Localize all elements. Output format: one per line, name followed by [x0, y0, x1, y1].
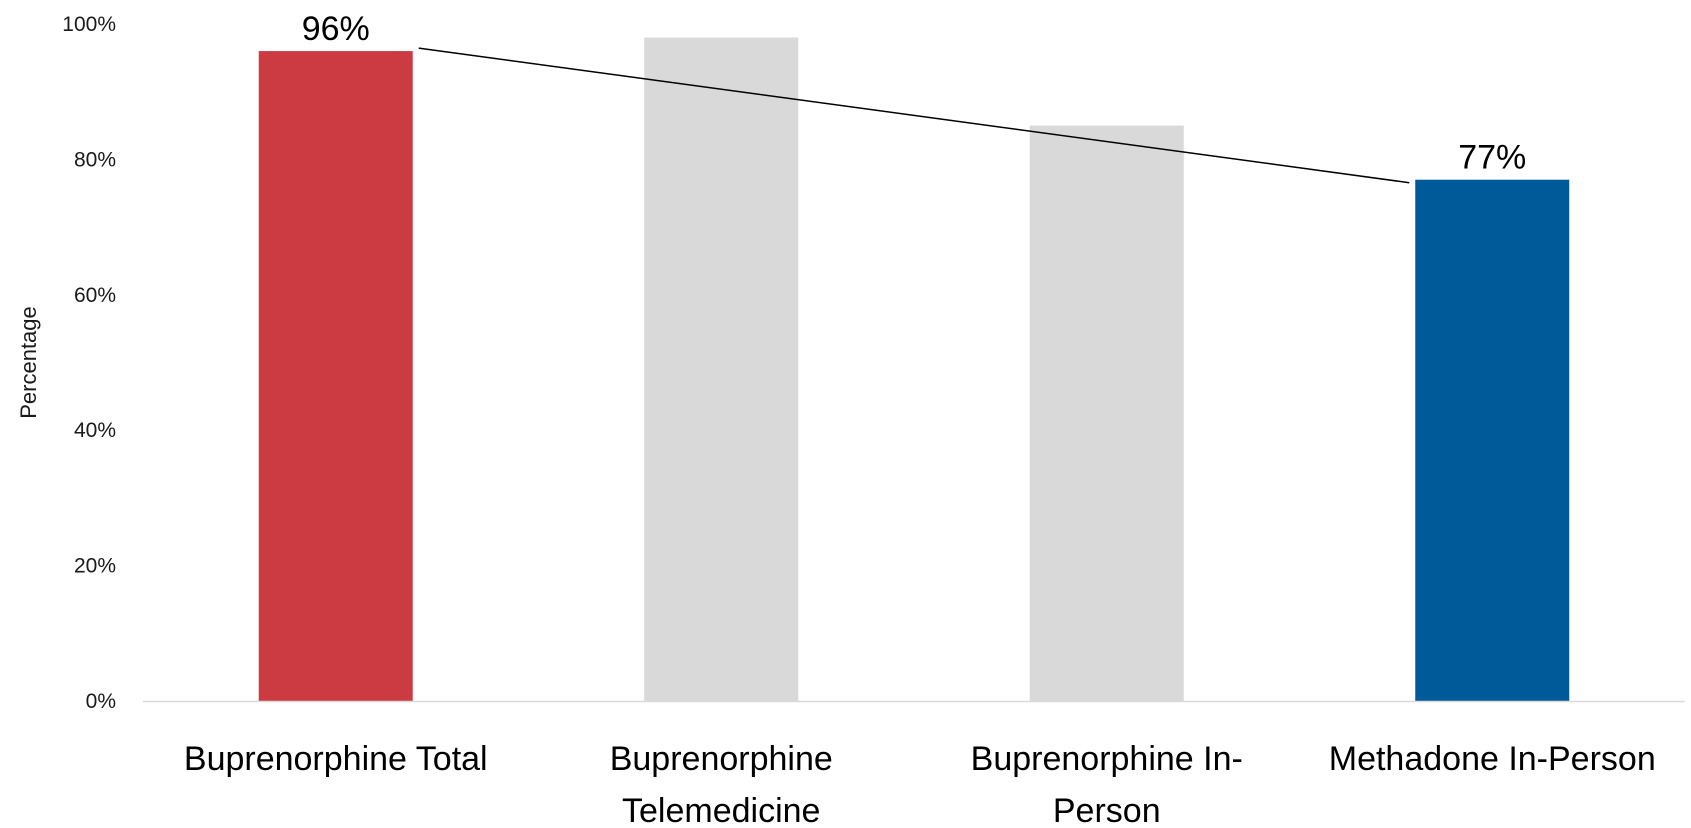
bar	[1029, 125, 1184, 702]
bar	[644, 37, 799, 702]
data-label: 96%	[302, 10, 370, 48]
y-tick-label: 100%	[62, 13, 116, 36]
x-tick-label: Methadone In-Person	[1329, 740, 1656, 778]
y-tick-label: 80%	[74, 148, 116, 171]
data-label: 77%	[1458, 139, 1526, 177]
y-tick-label: 0%	[86, 690, 116, 713]
x-tick-label: Buprenorphine Total	[184, 740, 488, 778]
y-tick-label: 60%	[74, 284, 116, 307]
y-tick-label: 40%	[74, 419, 116, 442]
y-axis-title: Percentage	[16, 306, 41, 419]
connector-line	[418, 47, 1410, 184]
annotations	[418, 47, 1410, 184]
bar	[1415, 179, 1570, 701]
x-tick-label: Buprenorphine In-Person	[971, 740, 1243, 828]
y-tick-label: 20%	[74, 555, 116, 578]
y-axis: 0% 20% 40% 60% 80% 100%	[62, 13, 116, 713]
x-axis: Buprenorphine Total Buprenorphine Telemedi…	[143, 700, 1685, 828]
x-tick-label: Buprenorphine Telemedicine	[610, 740, 833, 828]
bar	[258, 51, 413, 701]
bars	[258, 37, 1570, 702]
data-labels: 96% 77%	[302, 10, 1527, 177]
